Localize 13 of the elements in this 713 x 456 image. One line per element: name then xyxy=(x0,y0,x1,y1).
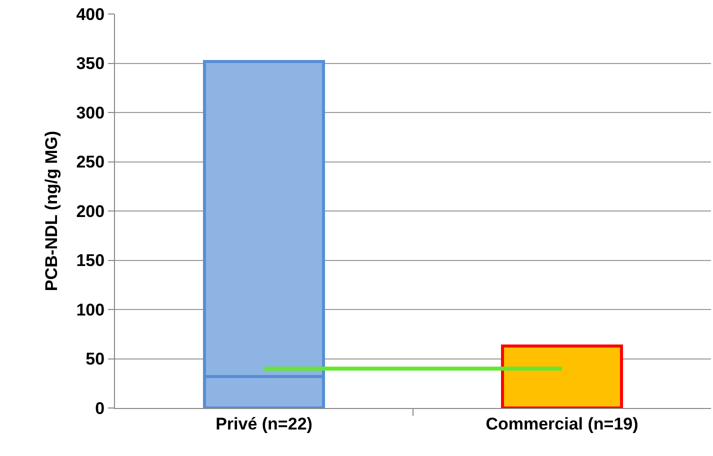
y-axis-title: PCB-NDL (ng/g MG) xyxy=(42,130,61,292)
y-tick-label: 350 xyxy=(76,54,105,74)
y-tick-label: 400 xyxy=(76,4,105,24)
y-tick-label: 50 xyxy=(86,350,105,369)
y-tick-label: 200 xyxy=(76,202,105,221)
y-tick-label: 250 xyxy=(76,152,105,172)
y-tick-label: 0 xyxy=(95,398,105,418)
x-tick-label: Privé (n=22) xyxy=(216,414,312,434)
y-tick-label: 300 xyxy=(76,103,105,122)
bar xyxy=(500,344,624,408)
y-tick-label: 100 xyxy=(76,300,105,320)
y-tick-label: 150 xyxy=(76,251,105,270)
x-tick-label: Commercial (n=19) xyxy=(486,414,638,434)
